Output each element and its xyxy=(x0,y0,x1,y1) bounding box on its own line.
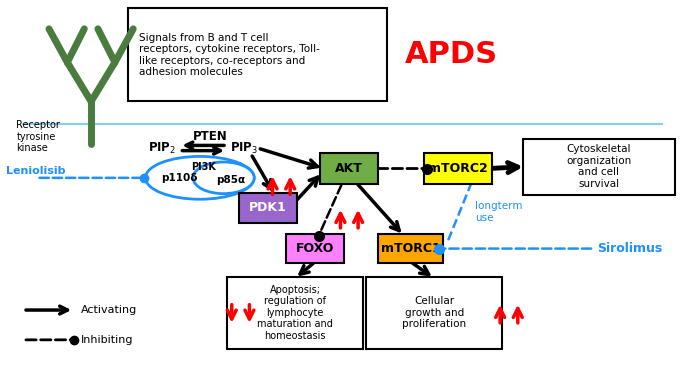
Text: p110δ: p110δ xyxy=(161,173,198,183)
Text: Activating: Activating xyxy=(81,305,137,315)
Text: Receptor
tyrosine
kinase: Receptor tyrosine kinase xyxy=(16,120,60,153)
Ellipse shape xyxy=(193,162,254,194)
Text: p85α: p85α xyxy=(216,175,245,185)
Text: Signals from B and T cell
receptors, cytokine receptors, Toll-
like receptors, c: Signals from B and T cell receptors, cyt… xyxy=(138,33,319,77)
FancyBboxPatch shape xyxy=(286,234,344,263)
Text: Leniolisib: Leniolisib xyxy=(6,166,66,176)
Text: Inhibiting: Inhibiting xyxy=(81,335,134,345)
Text: APDS: APDS xyxy=(405,40,498,70)
Text: FOXO: FOXO xyxy=(296,242,334,255)
FancyBboxPatch shape xyxy=(321,153,378,184)
FancyBboxPatch shape xyxy=(227,277,363,349)
FancyBboxPatch shape xyxy=(424,153,492,184)
FancyBboxPatch shape xyxy=(129,8,386,101)
Text: longterm
use: longterm use xyxy=(475,201,523,223)
Text: Apoptosis;
regulation of
lymphocyte
maturation and
homeostasis: Apoptosis; regulation of lymphocyte matu… xyxy=(257,285,333,341)
Text: mTORC2: mTORC2 xyxy=(428,162,488,175)
FancyBboxPatch shape xyxy=(366,277,502,349)
FancyBboxPatch shape xyxy=(378,234,443,263)
Text: PTEN: PTEN xyxy=(192,130,227,143)
Text: Cytoskeletal
organization
and cell
survival: Cytoskeletal organization and cell survi… xyxy=(566,144,632,189)
Text: PI3K: PI3K xyxy=(191,162,216,172)
Text: Sirolimus: Sirolimus xyxy=(597,242,662,255)
Text: Cellular
growth and
proliferation: Cellular growth and proliferation xyxy=(402,296,466,330)
Text: PIP$_3$: PIP$_3$ xyxy=(230,141,258,156)
Text: mTORC1: mTORC1 xyxy=(381,242,440,255)
Text: AKT: AKT xyxy=(336,162,363,175)
FancyBboxPatch shape xyxy=(523,139,675,195)
Text: PDK1: PDK1 xyxy=(249,201,286,214)
Text: PIP$_2$: PIP$_2$ xyxy=(149,141,177,156)
FancyBboxPatch shape xyxy=(239,193,297,223)
Ellipse shape xyxy=(145,156,254,199)
